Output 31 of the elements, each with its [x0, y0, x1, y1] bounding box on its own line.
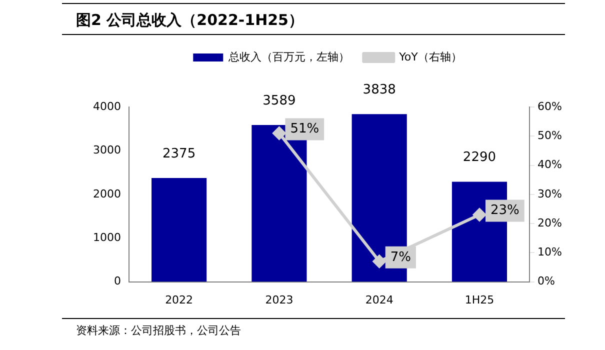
- y2-tick-label: 10%: [538, 246, 562, 259]
- y2-tick-label: 50%: [538, 128, 562, 142]
- y2-tick-label: 60%: [538, 100, 562, 113]
- data-label: 3838: [362, 82, 396, 98]
- data-label: 3589: [262, 93, 296, 108]
- point: [272, 126, 286, 140]
- legend-label: 总收入（百万元，左轴）: [228, 50, 350, 64]
- y-tick-label: 1000: [92, 230, 121, 244]
- y-tick-label: 2000: [92, 187, 121, 200]
- y-tick-label: 3000: [92, 144, 121, 157]
- bar: [152, 178, 207, 282]
- data-label: 51%: [290, 122, 320, 137]
- point: [472, 208, 486, 222]
- y-tick-label: 0: [114, 274, 121, 288]
- point: [372, 254, 386, 268]
- y2-tick-label: 0%: [538, 274, 556, 288]
- x-tick-label: 2022: [165, 293, 194, 306]
- x-tick-label: 2024: [365, 293, 394, 306]
- data-label: 2375: [162, 146, 196, 162]
- x-tick-label: 2023: [265, 293, 294, 306]
- x-tick-label: 1H25: [464, 293, 494, 306]
- y2-tick-label: 40%: [538, 158, 562, 172]
- data-label: 2290: [462, 150, 496, 166]
- data-label: 23%: [490, 203, 520, 218]
- y-tick-label: 4000: [92, 100, 121, 113]
- text: 资料来源：公司招股书，公司公告: [62, 318, 565, 338]
- y2-tick-label: 30%: [538, 187, 562, 200]
- y2-tick-label: 20%: [538, 216, 562, 230]
- chart-title: 图2 公司总收入（2022-1H25）: [62, 3, 565, 35]
- legend-label: YoY（右轴）: [398, 50, 462, 64]
- data-label: 7%: [390, 250, 411, 265]
